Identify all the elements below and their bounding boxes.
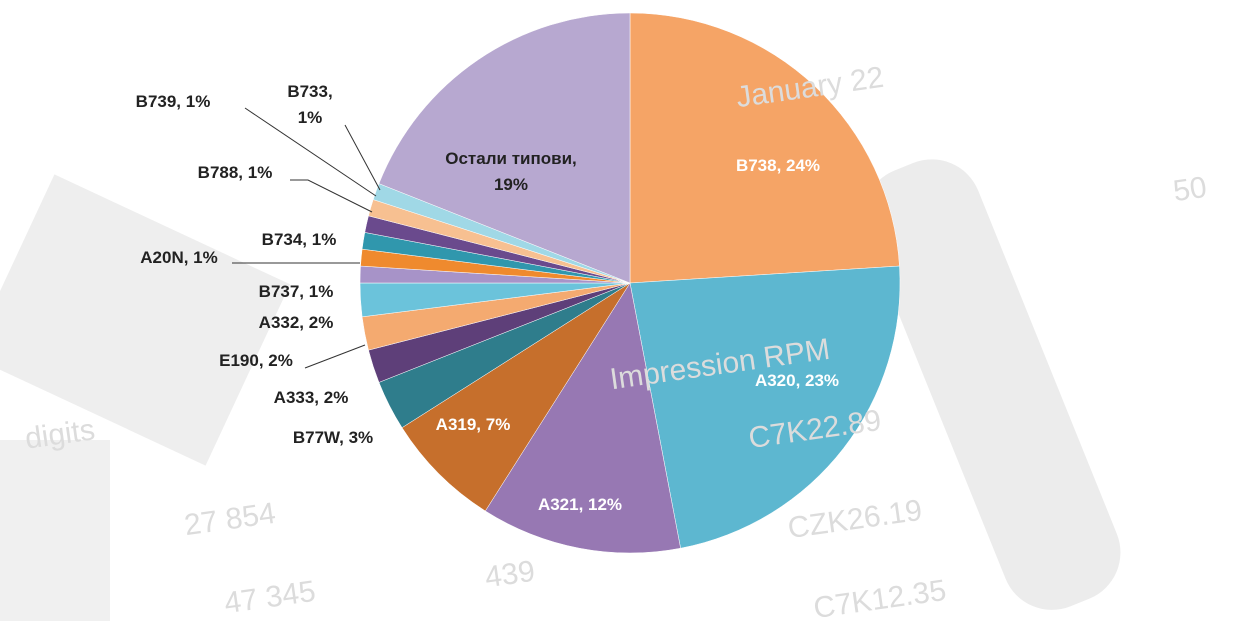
data-label: A321, 12%: [537, 495, 623, 514]
data-label: A333, 2%: [273, 388, 349, 407]
background-text: 439: [482, 554, 538, 595]
data-label: Остали типови, 19%: [445, 149, 577, 194]
bg-pen: [863, 159, 1121, 610]
data-label: B734, 1%: [261, 230, 337, 249]
leader-line: [290, 179, 373, 213]
data-label: B788, 1%: [197, 163, 273, 182]
pie-slice: [378, 12, 631, 284]
pie-slice: [629, 265, 901, 549]
leader-line: [304, 344, 366, 369]
background-text: 50: [1171, 170, 1209, 209]
data-label: B738, 24%: [735, 156, 821, 175]
pie-slice: [484, 282, 681, 554]
data-label: A20N, 1%: [140, 248, 218, 267]
leader-line: [244, 107, 377, 197]
data-label: A320, 23%: [754, 371, 840, 390]
data-label: E190, 2%: [219, 351, 293, 370]
pie-slice: [401, 282, 631, 512]
bg-shape: [0, 440, 110, 621]
pie-slice: [629, 12, 900, 284]
bg-shape: [0, 174, 291, 466]
data-label: A332, 2%: [258, 313, 334, 332]
data-label: A319, 7%: [435, 415, 511, 434]
data-label: B77W, 3%: [292, 428, 374, 447]
data-label: B737, 1%: [258, 282, 334, 301]
data-label: B733, 1%: [287, 82, 333, 127]
data-label: B739, 1%: [135, 92, 211, 111]
leader-line: [344, 124, 381, 191]
